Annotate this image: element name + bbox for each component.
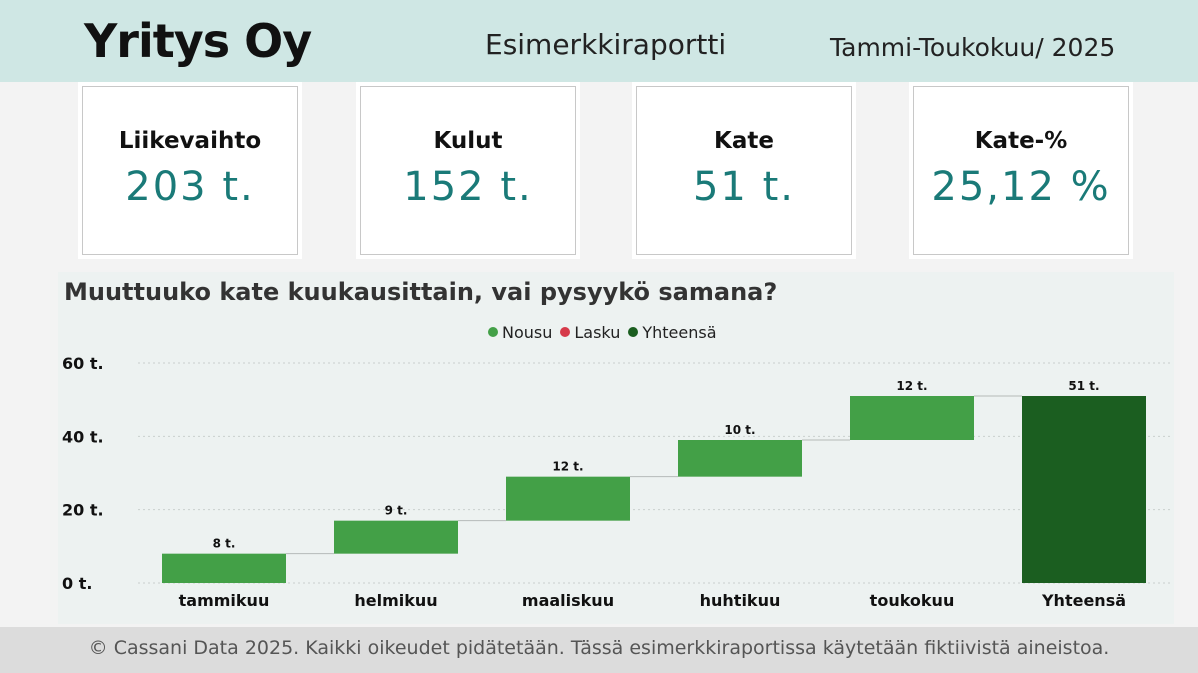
x-tick-label: huhtikuu <box>700 591 781 610</box>
waterfall-chart: 0 t. 20 t. 40 t. 60 t. 8 t. tammikuu 9 t. helmi… <box>62 354 1170 610</box>
y-tick-label: 0 t. <box>62 574 92 593</box>
company-name: Yritys Oy <box>84 14 312 68</box>
waterfall-bar <box>850 396 974 440</box>
kpi-label: Kate <box>714 128 774 154</box>
legend-label: Lasku <box>574 322 621 342</box>
copyright-text: © Cassani Data 2025. Kaikki oikeudet pid… <box>88 637 1110 659</box>
y-tick-label: 40 t. <box>62 427 104 446</box>
kpi-card-border <box>636 86 852 255</box>
kpi-card-border <box>360 86 576 255</box>
x-tick-label: tammikuu <box>179 591 270 610</box>
y-tick-label: 20 t. <box>62 501 104 520</box>
legend-marker <box>628 327 639 337</box>
waterfall-chart-panel[interactable]: Muuttuuko kate kuukausittain, vai pysyyk… <box>58 272 1174 624</box>
legend-label: Nousu <box>502 322 553 342</box>
waterfall-bar <box>162 553 286 583</box>
footer: © Cassani Data 2025. Kaikki oikeudet pid… <box>0 627 1198 673</box>
kpi-card-border <box>82 86 298 255</box>
legend-item-decrease[interactable]: Lasku <box>560 323 620 342</box>
legend-label: Yhteensä <box>642 322 717 342</box>
x-tick-label: Yhteensä <box>1041 591 1126 610</box>
x-tick-label: helmikuu <box>354 591 437 610</box>
report-period: Tammi-Toukokuu/ 2025 <box>830 33 1116 62</box>
waterfall-bar <box>1022 396 1146 583</box>
kpi-card-border <box>913 86 1129 255</box>
data-label: 12 t. <box>896 379 927 393</box>
x-tick-label: maaliskuu <box>522 591 614 610</box>
chart-title: Muuttuuko kate kuukausittain, vai pysyyk… <box>64 278 778 306</box>
data-label: 51 t. <box>1068 379 1099 393</box>
kpi-label: Liikevaihto <box>118 128 262 154</box>
kpi-card-costs[interactable]: Kulut 152 t. <box>356 82 580 259</box>
kpi-value: 152 t. <box>403 164 533 210</box>
waterfall-bar <box>334 520 458 554</box>
report-header: Yritys Oy Esimerkkiraportti Tammi-Toukok… <box>0 0 1198 82</box>
y-tick-label: 60 t. <box>62 354 104 373</box>
report-title: Esimerkkiraportti <box>485 28 727 61</box>
x-tick-label: toukokuu <box>870 591 955 610</box>
data-label: 10 t. <box>724 423 755 437</box>
kpi-label: Kate-% <box>974 128 1068 154</box>
kpi-value: 203 t. <box>125 164 255 210</box>
kpi-value: 51 t. <box>692 164 795 210</box>
data-label: 12 t. <box>552 460 583 474</box>
legend-item-increase[interactable]: Nousu <box>488 323 552 342</box>
data-label: 8 t. <box>213 537 236 551</box>
kpi-card-margin[interactable]: Kate 51 t. <box>632 82 856 259</box>
legend-item-total[interactable]: Yhteensä <box>628 322 717 342</box>
data-label: 9 t. <box>385 504 408 518</box>
chart-legend: Nousu Lasku Yhteensä <box>488 322 725 342</box>
waterfall-bar <box>506 476 630 521</box>
legend-marker <box>560 327 571 337</box>
kpi-card-margin-percent[interactable]: Kate-% 25,12 % <box>909 82 1133 259</box>
kpi-card-revenue[interactable]: Liikevaihto 203 t. <box>78 82 302 259</box>
waterfall-bar <box>678 440 802 477</box>
kpi-value: 25,12 % <box>931 164 1111 210</box>
legend-marker <box>488 327 498 337</box>
kpi-label: Kulut <box>433 128 503 154</box>
